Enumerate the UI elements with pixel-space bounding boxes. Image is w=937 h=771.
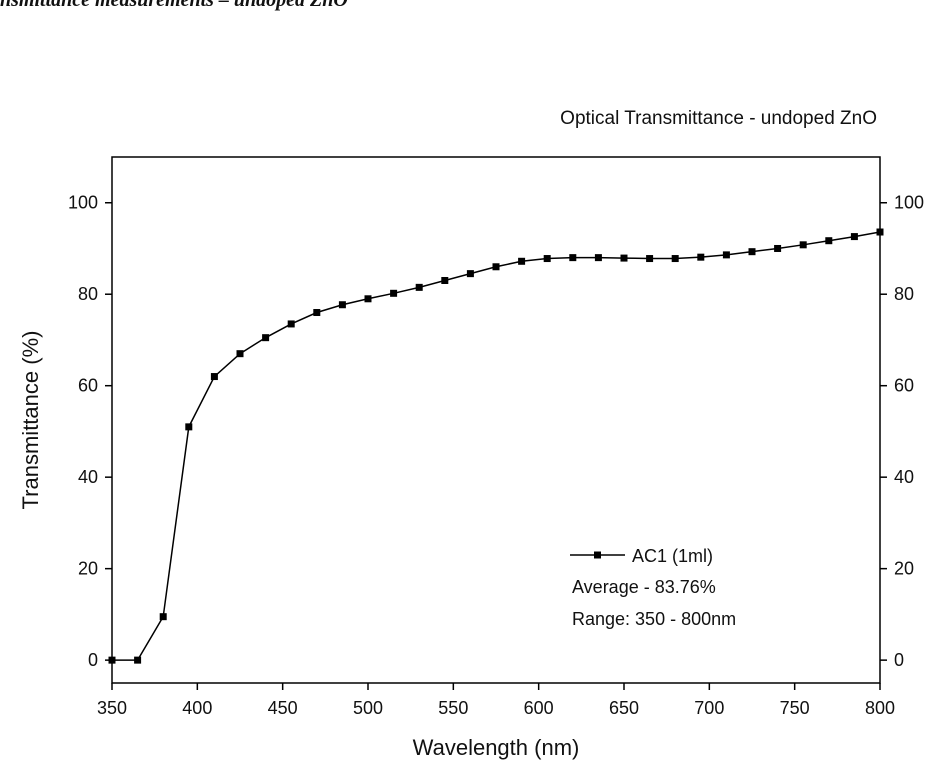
data-point — [467, 270, 474, 277]
data-point — [697, 254, 704, 261]
legend-marker — [594, 552, 601, 559]
y-tick-label: 0 — [88, 650, 98, 670]
x-tick-label: 350 — [97, 698, 127, 718]
data-point — [390, 290, 397, 297]
y2-tick-label: 100 — [894, 193, 924, 213]
annotation: Average - 83.76% — [572, 577, 716, 597]
x-tick-label: 550 — [438, 698, 468, 718]
x-tick-label: 700 — [694, 698, 724, 718]
data-point — [211, 373, 218, 380]
data-point — [800, 241, 807, 248]
y2-tick-label: 80 — [894, 284, 914, 304]
data-point — [672, 255, 679, 262]
data-point — [416, 284, 423, 291]
data-point — [365, 295, 372, 302]
data-point — [749, 248, 756, 255]
x-tick-label: 750 — [780, 698, 810, 718]
data-point — [339, 301, 346, 308]
x-axis-label: Wavelength (nm) — [413, 735, 580, 760]
y2-tick-label: 20 — [894, 559, 914, 579]
data-point — [262, 334, 269, 341]
data-point — [825, 237, 832, 244]
data-point — [160, 613, 167, 620]
x-tick-label: 650 — [609, 698, 639, 718]
data-point — [774, 245, 781, 252]
data-point — [134, 657, 141, 664]
x-tick-label: 800 — [865, 698, 895, 718]
data-point — [237, 350, 244, 357]
chart-title: Optical Transmittance - undoped ZnO — [560, 108, 877, 129]
data-point — [877, 229, 884, 236]
data-point — [313, 309, 320, 316]
page-heading: nsmittance measurements – undoped ZnO — [0, 0, 348, 11]
x-tick-label: 600 — [524, 698, 554, 718]
data-point — [441, 277, 448, 284]
x-tick-label: 500 — [353, 698, 383, 718]
data-point — [851, 233, 858, 240]
data-point — [518, 258, 525, 265]
plot-frame — [112, 157, 880, 683]
data-point — [646, 255, 653, 262]
y-tick-label: 40 — [78, 467, 98, 487]
data-point — [288, 320, 295, 327]
y-tick-label: 20 — [78, 559, 98, 579]
x-tick-label: 450 — [268, 698, 298, 718]
data-point — [621, 255, 628, 262]
data-point — [109, 657, 116, 664]
y2-tick-label: 0 — [894, 650, 904, 670]
data-point — [569, 254, 576, 261]
annotation: Range: 350 - 800nm — [572, 609, 736, 629]
series-line — [112, 232, 880, 660]
y-axis-label: Transmittance (%) — [18, 331, 43, 510]
x-tick-label: 400 — [182, 698, 212, 718]
data-point — [185, 423, 192, 430]
y-tick-label: 60 — [78, 376, 98, 396]
data-point — [493, 263, 500, 270]
data-point — [723, 251, 730, 258]
y-tick-label: 80 — [78, 284, 98, 304]
legend-label: AC1 (1ml) — [632, 546, 713, 566]
y2-tick-label: 60 — [894, 376, 914, 396]
chart: nsmittance measurements – undoped ZnO Op… — [0, 0, 937, 771]
y2-tick-label: 40 — [894, 467, 914, 487]
data-point — [544, 255, 551, 262]
data-point — [595, 254, 602, 261]
y-tick-label: 100 — [68, 193, 98, 213]
